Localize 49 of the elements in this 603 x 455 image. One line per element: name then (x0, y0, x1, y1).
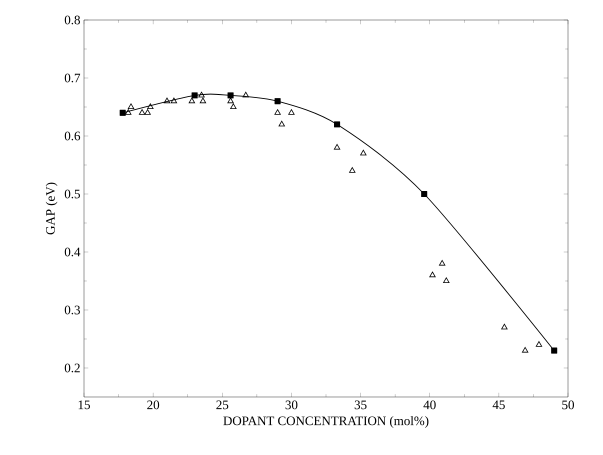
x-tick-label: 15 (78, 400, 90, 410)
y-tick-label: 0.5 (64, 190, 80, 198)
point (360, 150, 366, 156)
point (278, 120, 285, 126)
y-tick-label: 0.2 (64, 364, 80, 372)
point (443, 277, 450, 283)
y-tick-label: 0.7 (64, 74, 80, 82)
y-tick-label: 0.8 (64, 16, 80, 24)
point (274, 98, 281, 104)
y-tick-label: 0.4 (64, 248, 80, 256)
x-tick-label: 40 (423, 400, 436, 410)
point (274, 109, 281, 115)
point (200, 98, 206, 104)
y-tick-label: 0.6 (64, 132, 80, 140)
point (144, 109, 151, 115)
point (439, 260, 446, 266)
point (421, 190, 428, 198)
point (551, 348, 558, 354)
x-tick-label: 20 (147, 400, 160, 410)
point (120, 110, 126, 116)
point (138, 109, 146, 115)
point (522, 347, 528, 353)
point (230, 103, 237, 109)
point (501, 324, 508, 330)
point (242, 92, 249, 98)
point (192, 92, 198, 98)
point (147, 103, 154, 109)
x-tick-label: 25 (216, 400, 228, 410)
point (536, 341, 542, 347)
point (334, 121, 340, 128)
y-tick-label: 0.3 (64, 306, 80, 314)
point (128, 103, 134, 109)
point (349, 167, 356, 173)
x-tick-label: 45 (492, 400, 505, 410)
point (170, 98, 178, 104)
point (188, 98, 196, 104)
y-axis-title: GAP (eV) (46, 182, 58, 234)
x-tick-label: 35 (354, 400, 367, 410)
point (198, 92, 205, 98)
point (429, 272, 436, 278)
x-tick-label: 50 (562, 400, 574, 410)
point (288, 109, 295, 115)
point (125, 109, 132, 115)
x-tick-label: 30 (286, 400, 298, 410)
point (227, 98, 234, 104)
point (228, 92, 234, 98)
point (164, 98, 170, 104)
point (334, 144, 340, 150)
x-axis-title: DOPANT CONCENTRATION (mol%) (223, 416, 428, 428)
